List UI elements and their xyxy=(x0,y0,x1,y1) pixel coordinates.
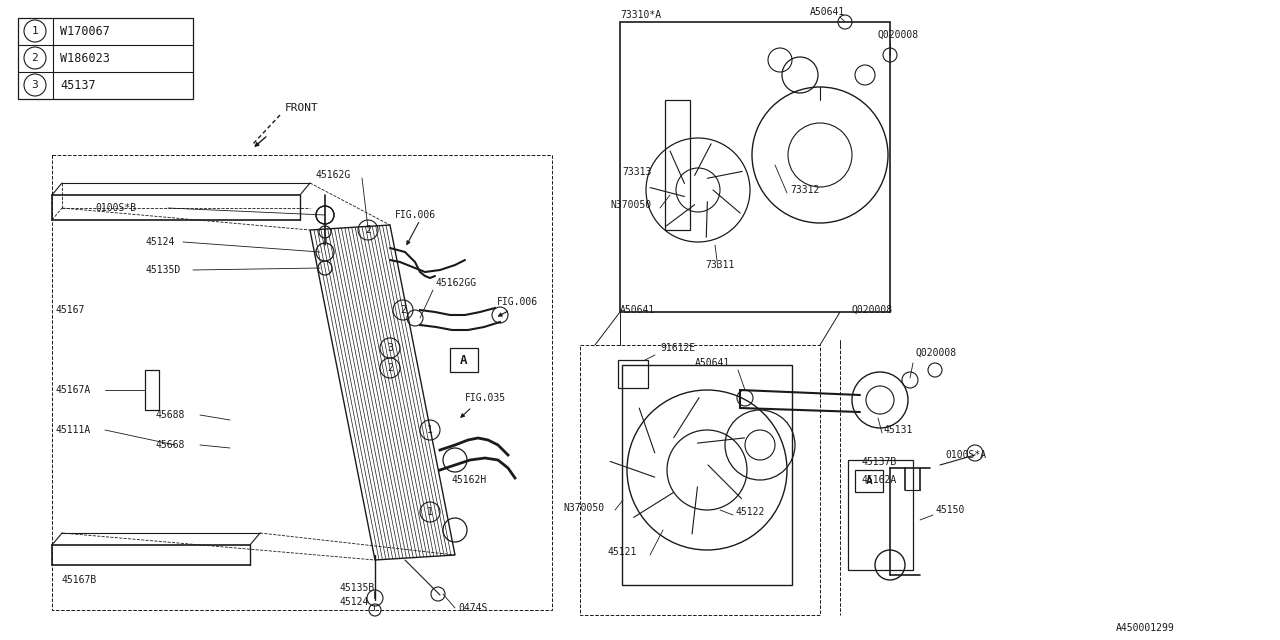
Text: 1: 1 xyxy=(32,26,38,36)
Text: 2: 2 xyxy=(32,53,38,63)
Text: 45121: 45121 xyxy=(608,547,637,557)
Text: 45122: 45122 xyxy=(736,507,765,517)
Text: 45167B: 45167B xyxy=(61,575,97,585)
Text: 0100S*B: 0100S*B xyxy=(95,203,136,213)
Text: A: A xyxy=(865,476,873,486)
Text: 45688: 45688 xyxy=(155,410,184,420)
Text: Q020008: Q020008 xyxy=(852,305,893,315)
Text: 45111A: 45111A xyxy=(55,425,91,435)
Text: 45162GG: 45162GG xyxy=(435,278,476,288)
Text: 2: 2 xyxy=(365,225,371,235)
Text: 73311: 73311 xyxy=(705,260,735,270)
Text: FIG.006: FIG.006 xyxy=(497,297,538,307)
Text: 0474S: 0474S xyxy=(458,603,488,613)
Text: 73312: 73312 xyxy=(790,185,819,195)
Text: 1: 1 xyxy=(428,507,433,517)
Text: A50641: A50641 xyxy=(620,305,655,315)
Text: 45668: 45668 xyxy=(155,440,184,450)
Text: Q020008: Q020008 xyxy=(916,348,957,358)
Bar xyxy=(145,370,159,410)
Bar xyxy=(622,365,792,585)
Text: 45162H: 45162H xyxy=(452,475,488,485)
Text: 1: 1 xyxy=(428,425,433,435)
Text: 45124: 45124 xyxy=(340,597,370,607)
Bar xyxy=(620,22,890,312)
Text: A50641: A50641 xyxy=(695,358,731,368)
Text: 45131: 45131 xyxy=(883,425,913,435)
Bar xyxy=(52,155,552,610)
Text: Q020008: Q020008 xyxy=(878,30,919,40)
Text: 45150: 45150 xyxy=(934,505,964,515)
Text: 73310*A: 73310*A xyxy=(620,10,662,20)
Bar xyxy=(451,348,477,372)
Polygon shape xyxy=(310,225,454,560)
Text: 45137B: 45137B xyxy=(861,457,897,467)
Bar xyxy=(18,18,193,99)
Text: A: A xyxy=(461,353,467,367)
Text: 0100S*A: 0100S*A xyxy=(945,450,986,460)
Text: 3: 3 xyxy=(387,343,393,353)
Text: 2: 2 xyxy=(401,305,406,315)
Text: 45135B: 45135B xyxy=(340,583,375,593)
Bar xyxy=(666,100,690,230)
Text: 2: 2 xyxy=(387,363,393,373)
Bar xyxy=(855,470,883,492)
Text: FIG.006: FIG.006 xyxy=(396,210,436,220)
Text: FIG.035: FIG.035 xyxy=(465,393,506,403)
Text: 45167A: 45167A xyxy=(55,385,91,395)
Text: 45124: 45124 xyxy=(145,237,174,247)
Text: 45162G: 45162G xyxy=(315,170,351,180)
Text: 45135D: 45135D xyxy=(145,265,180,275)
Text: W186023: W186023 xyxy=(60,51,110,65)
Text: 45167: 45167 xyxy=(55,305,84,315)
Text: 73313: 73313 xyxy=(622,167,652,177)
Text: A50641: A50641 xyxy=(810,7,845,17)
Text: N370050: N370050 xyxy=(611,200,652,210)
Text: 45162A: 45162A xyxy=(861,475,897,485)
Text: N370050: N370050 xyxy=(563,503,604,513)
Text: 3: 3 xyxy=(32,80,38,90)
Text: W170067: W170067 xyxy=(60,24,110,38)
Bar xyxy=(580,345,820,615)
Text: A450001299: A450001299 xyxy=(1116,623,1175,633)
Text: 91612E: 91612E xyxy=(660,343,695,353)
Bar xyxy=(618,360,648,388)
Bar xyxy=(849,460,913,570)
Text: 45137: 45137 xyxy=(60,79,96,92)
Text: FRONT: FRONT xyxy=(285,103,319,113)
